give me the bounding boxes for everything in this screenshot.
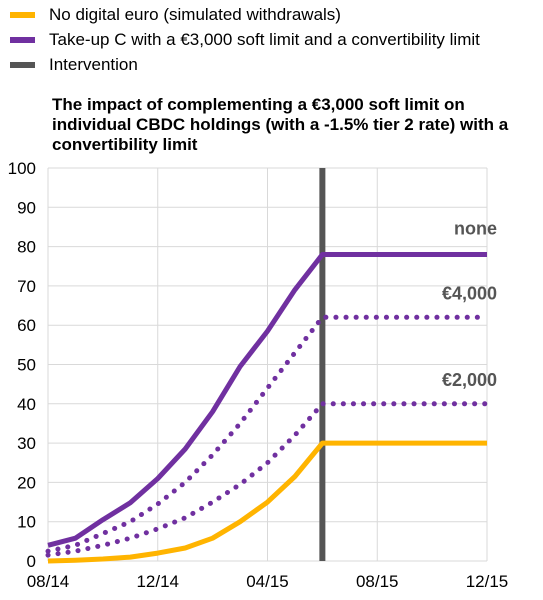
legend-label: No digital euro (simulated withdrawals) bbox=[49, 4, 341, 24]
x-tick-label: 08/14 bbox=[27, 572, 70, 591]
series-end-label: €2,000 bbox=[442, 370, 497, 390]
legend-label: Intervention bbox=[49, 54, 138, 74]
series-end-label: none bbox=[454, 218, 497, 238]
series-line-3 bbox=[45, 401, 490, 558]
legend-item-take-up-c: Take-up C with a €3,000 soft limit and a… bbox=[10, 27, 480, 52]
series-end-label: €4,000 bbox=[442, 283, 497, 303]
y-tick-label: 50 bbox=[17, 356, 36, 375]
series-line-2 bbox=[45, 314, 490, 554]
x-tick-label: 12/15 bbox=[466, 572, 509, 591]
end-labels: none €4,000 €2,000 bbox=[442, 218, 497, 389]
y-axis-ticks: 0 10 20 30 40 50 60 70 80 90 100 bbox=[8, 159, 36, 571]
y-tick-label: 20 bbox=[17, 473, 36, 492]
y-tick-label: 100 bbox=[8, 159, 36, 178]
legend-swatch-purple bbox=[10, 36, 35, 43]
y-tick-label: 30 bbox=[17, 434, 36, 453]
legend-swatch-grey bbox=[10, 61, 35, 68]
y-tick-label: 0 bbox=[27, 552, 36, 571]
legend-swatch-yellow bbox=[10, 11, 35, 18]
legend-item-no-digital-euro: No digital euro (simulated withdrawals) bbox=[10, 2, 480, 27]
grid bbox=[47, 167, 488, 562]
y-tick-label: 60 bbox=[17, 316, 36, 335]
series-line-0 bbox=[47, 440, 487, 564]
x-axis-ticks: 08/14 12/14 04/15 08/15 12/15 bbox=[27, 572, 509, 591]
x-tick-label: 04/15 bbox=[246, 572, 289, 591]
y-tick-label: 70 bbox=[17, 277, 36, 296]
x-tick-label: 12/14 bbox=[136, 572, 179, 591]
y-tick-label: 10 bbox=[17, 513, 36, 532]
series-lines bbox=[45, 252, 490, 564]
y-tick-label: 40 bbox=[17, 395, 36, 414]
legend-label: Take-up C with a €3,000 soft limit and a… bbox=[49, 29, 480, 49]
series-line-1 bbox=[47, 252, 487, 548]
x-tick-label: 08/15 bbox=[356, 572, 399, 591]
legend: No digital euro (simulated withdrawals) … bbox=[10, 2, 480, 77]
legend-item-intervention: Intervention bbox=[10, 52, 480, 77]
y-tick-label: 80 bbox=[17, 238, 36, 257]
y-tick-label: 90 bbox=[17, 198, 36, 217]
chart-title: The impact of complementing a €3,000 sof… bbox=[52, 95, 509, 154]
